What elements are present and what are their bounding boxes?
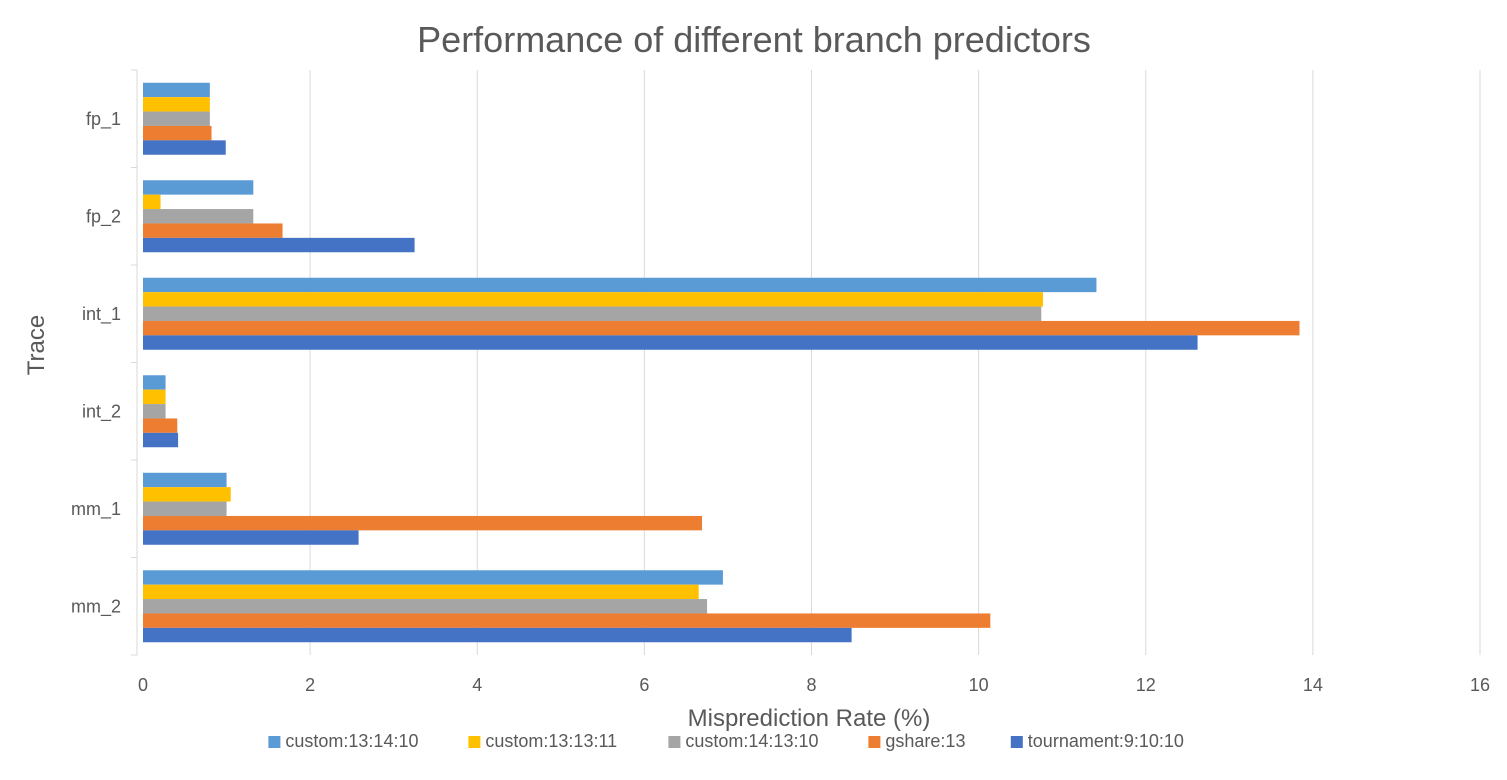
bar-fp_1-tournament-9-10-10 (143, 140, 226, 155)
bar-mm_2-custom-14-13-10 (143, 599, 708, 614)
bar-fp_2-gshare-13 (143, 223, 283, 238)
bar-fp_2-tournament-9-10-10 (143, 237, 415, 253)
legend-swatch-4 (1010, 736, 1023, 748)
y-tick-label-mm_2: mm_2 (71, 596, 121, 617)
legend: custom:13:14:10 custom:13:13:11 custom:14:… (268, 731, 1184, 751)
legend-label-3: gshare:13 (885, 731, 965, 751)
bar-fp_1-gshare-13 (143, 125, 212, 141)
x-tick-label-16: 16 (1470, 675, 1490, 695)
y-tick-label-fp_1: fp_1 (86, 109, 121, 130)
bar-fp_1-custom-14-13-10 (143, 111, 210, 126)
bar-fp_1-custom-13-14-10 (143, 82, 210, 98)
legend-label-2: custom:14:13:10 (685, 731, 818, 751)
x-tick-label-4: 4 (472, 675, 482, 695)
bar-mm_1-custom-13-13-11 (143, 487, 231, 502)
y-tick-label-fp_2: fp_2 (86, 206, 121, 227)
bar-mm_1-gshare-13 (143, 515, 703, 531)
legend-swatch-0 (268, 736, 281, 748)
bar-mm_2-gshare-13 (143, 613, 991, 628)
bar-mm_2-custom-13-13-11 (143, 584, 699, 600)
chart-title: Performance of different branch predicto… (417, 19, 1091, 60)
bar-mm_1-custom-14-13-10 (143, 501, 227, 516)
bar-int_1-custom-13-13-11 (143, 292, 1043, 307)
bar-int_1-tournament-9-10-10 (143, 335, 1198, 350)
gridlines (309, 70, 1481, 655)
x-tick-label-6: 6 (639, 675, 649, 695)
legend-swatch-2 (668, 736, 681, 748)
axes: 0 2 4 6 8 10 12 14 16 fp_1 fp_2 int_1 int_2 mm_1 mm_2 (71, 69, 1490, 695)
bar-mm_2-custom-13-14-10 (143, 570, 723, 585)
bar-int_2-tournament-9-10-10 (143, 432, 179, 448)
bar-fp_1-custom-13-13-11 (143, 97, 210, 112)
bar-mm_2-tournament-9-10-10 (143, 627, 852, 643)
bar-int_2-custom-14-13-10 (143, 404, 166, 419)
bar-fp_2-custom-14-13-10 (143, 209, 254, 224)
legend-label-4: tournament:9:10:10 (1028, 731, 1184, 751)
bar-int_1-gshare-13 (143, 320, 1300, 336)
y-tick-label-int_1: int_1 (82, 304, 121, 325)
x-tick-label-2: 2 (305, 675, 315, 695)
x-tick-label-10: 10 (969, 675, 989, 695)
bar-fp_2-custom-13-14-10 (143, 180, 254, 195)
bar-int_1-custom-13-14-10 (143, 277, 1097, 293)
legend-label-1: custom:13:13:11 (485, 731, 617, 751)
bar-fp_2-custom-13-13-11 (143, 194, 161, 210)
x-tick-label-0: 0 (138, 675, 148, 695)
bars (143, 82, 1300, 643)
y-axis-label: Trace (23, 315, 50, 375)
bar-int_2-custom-13-14-10 (143, 375, 166, 390)
x-axis-label: Misprediction Rate (%) (688, 705, 931, 732)
y-tick-label-int_2: int_2 (82, 401, 121, 422)
y-tick-label-mm_1: mm_1 (71, 499, 121, 520)
bar-int_2-gshare-13 (143, 418, 178, 433)
bar-int_1-custom-14-13-10 (143, 306, 1042, 321)
legend-swatch-1 (468, 736, 481, 748)
x-tick-label-14: 14 (1303, 675, 1323, 695)
bar-mm_1-tournament-9-10-10 (143, 530, 359, 545)
bar-mm_1-custom-13-14-10 (143, 472, 227, 488)
bar-int_2-custom-13-13-11 (143, 389, 166, 405)
x-tick-label-8: 8 (806, 675, 816, 695)
x-tick-label-12: 12 (1136, 675, 1156, 695)
legend-swatch-3 (868, 736, 881, 748)
legend-label-0: custom:13:14:10 (285, 731, 418, 751)
